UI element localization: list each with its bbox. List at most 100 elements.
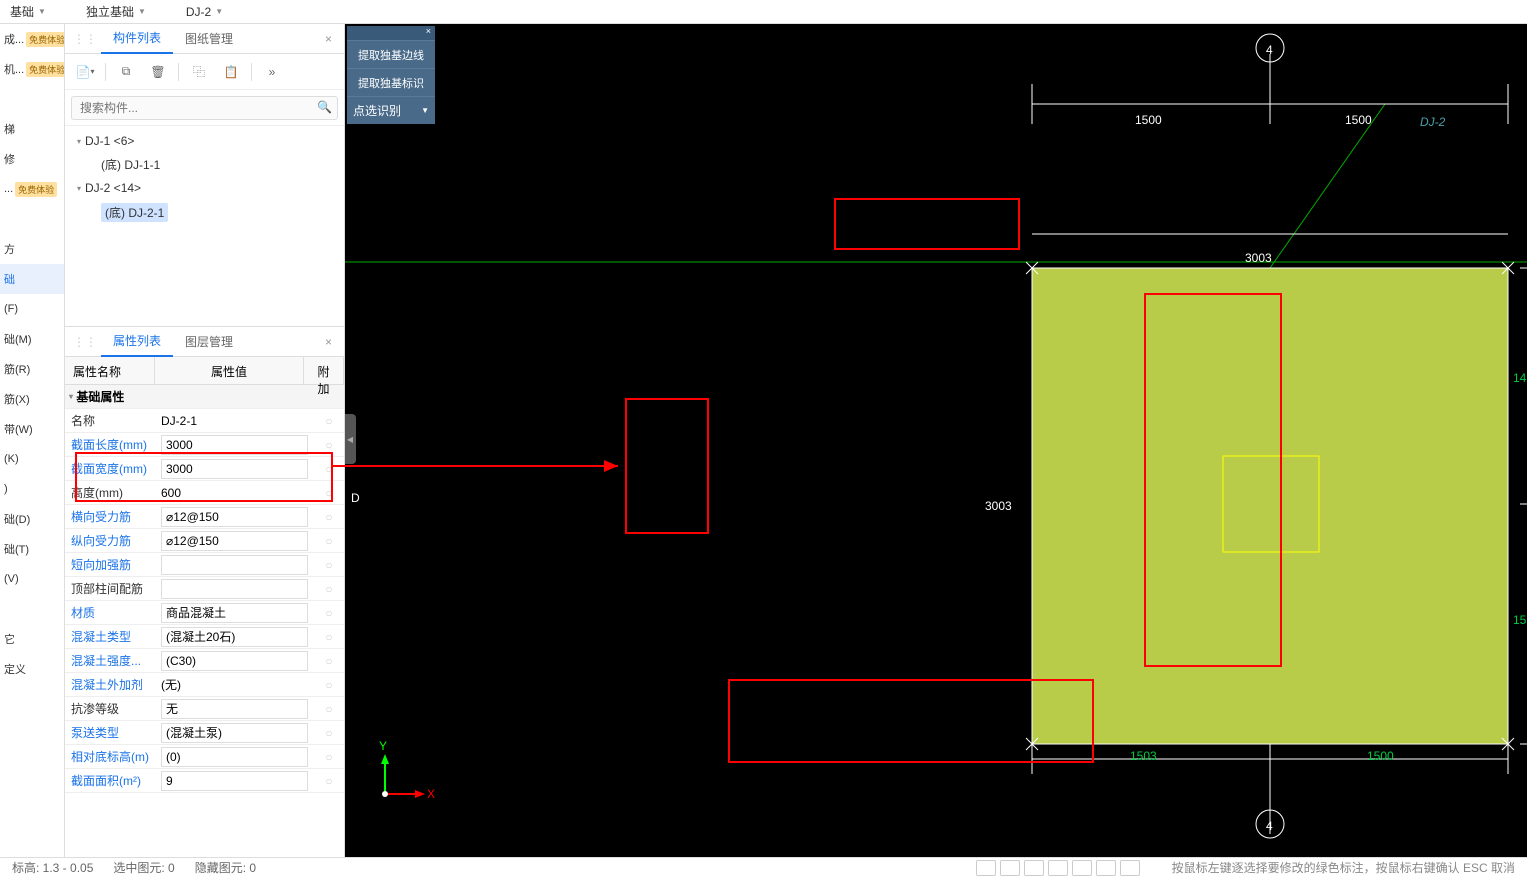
tree-node-child[interactable]: (底) DJ-2-1 xyxy=(65,199,344,226)
sidebar-item[interactable]: 筋(X) xyxy=(0,384,64,414)
sidebar-item[interactable]: (F) xyxy=(0,294,64,324)
tree-node-child[interactable]: (底) DJ-1-1 xyxy=(65,152,344,177)
tree-node[interactable]: ▾ DJ-1 <6> xyxy=(65,130,344,152)
extract-edge-button[interactable]: 提取独基边线 xyxy=(347,40,435,68)
float-close-icon[interactable]: × xyxy=(347,26,435,40)
prop-extra[interactable]: ○ xyxy=(314,486,344,500)
drag-handle-icon[interactable]: ⋮⋮ xyxy=(69,335,101,349)
prop-extra[interactable]: ○ xyxy=(314,750,344,764)
paste-icon[interactable]: 📋 xyxy=(219,60,243,84)
sidebar-item[interactable]: (V) xyxy=(0,564,64,594)
prop-value[interactable] xyxy=(155,531,314,551)
sidebar-item[interactable]: 方 xyxy=(0,234,64,264)
prop-input[interactable] xyxy=(161,459,308,479)
top-dropdown-1[interactable]: 基础▼ xyxy=(10,3,46,20)
prop-value[interactable]: 600 xyxy=(155,486,314,500)
prop-value[interactable] xyxy=(155,627,314,647)
prop-input[interactable] xyxy=(161,507,308,527)
sidebar-item[interactable]: 它 xyxy=(0,624,64,654)
top-dropdown-2[interactable]: 独立基础▼ xyxy=(86,3,146,20)
sidebar-item[interactable] xyxy=(0,594,64,624)
prop-input[interactable] xyxy=(161,771,308,791)
prop-input[interactable] xyxy=(161,747,308,767)
view-icon-5[interactable] xyxy=(1072,860,1092,876)
search-icon[interactable]: 🔍 xyxy=(317,100,332,114)
delete-icon[interactable]: 🗑 xyxy=(146,60,170,84)
prop-extra[interactable]: ○ xyxy=(314,582,344,596)
prop-extra[interactable]: ○ xyxy=(314,438,344,452)
sidebar-item[interactable]: 筋(R) xyxy=(0,354,64,384)
prop-value[interactable] xyxy=(155,651,314,671)
prop-extra[interactable]: ○ xyxy=(314,678,344,692)
prop-extra[interactable]: ○ xyxy=(314,630,344,644)
prop-value[interactable] xyxy=(155,699,314,719)
prop-value[interactable] xyxy=(155,579,314,599)
tab-component-list[interactable]: 构件列表 xyxy=(101,23,173,54)
close-icon[interactable]: × xyxy=(317,335,340,349)
prop-extra[interactable]: ○ xyxy=(314,702,344,716)
sidebar-item[interactable]: (K) xyxy=(0,444,64,474)
prop-value[interactable]: DJ-2-1 xyxy=(155,414,314,428)
sidebar-item[interactable]: 础(T) xyxy=(0,534,64,564)
prop-extra[interactable]: ○ xyxy=(314,462,344,476)
prop-value[interactable] xyxy=(155,507,314,527)
view-icon-7[interactable] xyxy=(1120,860,1140,876)
sidebar-item[interactable]: 础(D) xyxy=(0,504,64,534)
sidebar-item[interactable]: ...免费体验 xyxy=(0,174,64,204)
prop-value[interactable] xyxy=(155,723,314,743)
copy-icon[interactable]: ⧉ xyxy=(114,60,138,84)
prop-value[interactable] xyxy=(155,459,314,479)
drag-handle-icon[interactable]: ⋮⋮ xyxy=(69,32,101,46)
point-recognize-button[interactable]: 点选识别▼ xyxy=(347,96,435,124)
view-icon-1[interactable] xyxy=(976,860,996,876)
sidebar-item[interactable]: 机...免费体验 xyxy=(0,54,64,84)
sidebar-item[interactable]: 础(M) xyxy=(0,324,64,354)
prop-extra[interactable]: ○ xyxy=(314,534,344,548)
duplicate-icon[interactable]: ⿻ xyxy=(187,60,211,84)
prop-input[interactable] xyxy=(161,699,308,719)
prop-value[interactable] xyxy=(155,435,314,455)
tree-node[interactable]: ▾ DJ-2 <14> xyxy=(65,177,344,199)
prop-value[interactable]: (无) xyxy=(155,676,314,693)
prop-input[interactable] xyxy=(161,627,308,647)
view-icon-4[interactable] xyxy=(1048,860,1068,876)
prop-value[interactable] xyxy=(155,747,314,767)
props-section[interactable]: ▾ 基础属性 xyxy=(65,385,344,409)
prop-input[interactable] xyxy=(161,579,308,599)
more-icon[interactable]: » xyxy=(260,60,284,84)
new-icon[interactable]: 📄▾ xyxy=(73,60,97,84)
top-dropdown-3[interactable]: DJ-2▼ xyxy=(186,5,223,19)
sidebar-item[interactable]: 成...免费体验 xyxy=(0,24,64,54)
sidebar-item[interactable] xyxy=(0,204,64,234)
close-icon[interactable]: × xyxy=(317,32,340,46)
sidebar-item[interactable]: 修 xyxy=(0,144,64,174)
sidebar-item[interactable] xyxy=(0,84,64,114)
sidebar-item[interactable]: ) xyxy=(0,474,64,504)
view-icon-6[interactable] xyxy=(1096,860,1116,876)
extract-label-button[interactable]: 提取独基标识 xyxy=(347,68,435,96)
view-icon-2[interactable] xyxy=(1000,860,1020,876)
prop-extra[interactable]: ○ xyxy=(314,774,344,788)
search-input[interactable] xyxy=(71,96,338,120)
prop-extra[interactable]: ○ xyxy=(314,606,344,620)
drawing-canvas[interactable]: 15001500DJ-24300330031450155314501553300… xyxy=(345,24,1527,857)
prop-extra[interactable]: ○ xyxy=(314,510,344,524)
sidebar-item[interactable]: 带(W) xyxy=(0,414,64,444)
canvas-area[interactable]: × 提取独基边线 提取独基标识 点选识别▼ ◀ 15001500DJ-24300… xyxy=(345,24,1527,857)
prop-input[interactable] xyxy=(161,723,308,743)
tab-props[interactable]: 属性列表 xyxy=(101,326,173,357)
prop-input[interactable] xyxy=(161,435,308,455)
prop-input[interactable] xyxy=(161,531,308,551)
sidebar-item[interactable]: 定义 xyxy=(0,654,64,684)
prop-extra[interactable]: ○ xyxy=(314,558,344,572)
sidebar-item[interactable]: 梯 xyxy=(0,114,64,144)
prop-extra[interactable]: ○ xyxy=(314,414,344,428)
sidebar-item[interactable]: 础 xyxy=(0,264,64,294)
prop-extra[interactable]: ○ xyxy=(314,654,344,668)
prop-value[interactable] xyxy=(155,603,314,623)
prop-value[interactable] xyxy=(155,771,314,791)
prop-value[interactable] xyxy=(155,555,314,575)
view-icon-3[interactable] xyxy=(1024,860,1044,876)
prop-input[interactable] xyxy=(161,555,308,575)
tab-layer[interactable]: 图层管理 xyxy=(173,327,245,356)
